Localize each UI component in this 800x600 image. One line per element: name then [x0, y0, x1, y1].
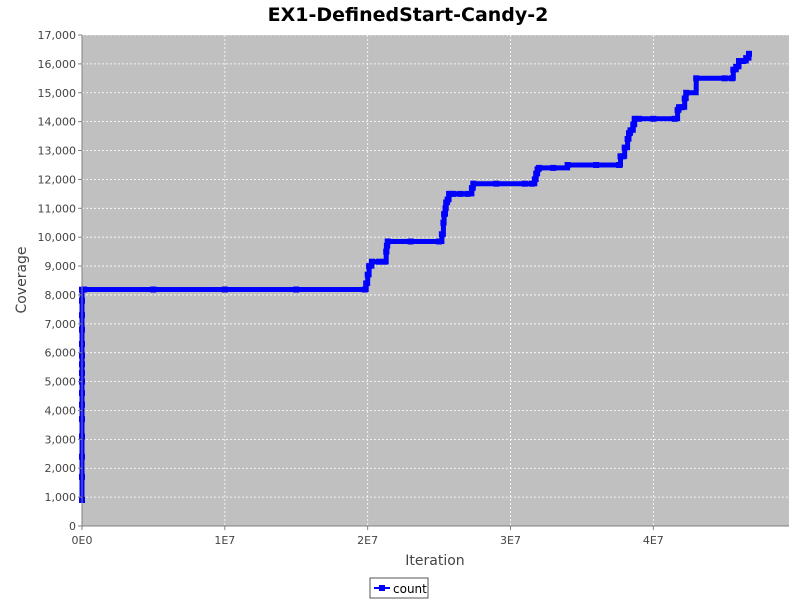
- data-point: [450, 190, 457, 197]
- data-point: [621, 144, 628, 151]
- data-point: [364, 271, 371, 278]
- legend: count: [369, 577, 429, 599]
- data-point: [593, 162, 600, 168]
- y-tick-label: 10,000: [38, 231, 77, 244]
- y-tick-label: 1,000: [45, 491, 77, 504]
- data-point: [627, 127, 634, 134]
- x-tick-label: 1E7: [214, 534, 235, 547]
- data-point: [630, 121, 637, 128]
- data-point: [81, 286, 88, 293]
- y-tick-label: 3,000: [45, 433, 77, 446]
- data-point: [528, 180, 535, 187]
- data-point: [221, 286, 228, 293]
- data-point: [746, 50, 752, 57]
- data-point: [683, 89, 690, 96]
- data-point: [736, 58, 742, 64]
- data-point: [616, 162, 622, 168]
- data-point: [636, 115, 642, 122]
- y-tick-label: 16,000: [38, 58, 77, 71]
- y-tick-label: 17,000: [38, 29, 77, 42]
- axes: 0 1,000 2,000 3,000 4,000 5,000 6,000 7,000 8,00…: [38, 29, 789, 547]
- chart-title: EX1-DefinedStart-Candy-2: [268, 4, 549, 26]
- data-point: [293, 286, 300, 293]
- data-point: [681, 95, 688, 102]
- data-point: [376, 258, 383, 265]
- data-point: [678, 104, 685, 111]
- data-point: [693, 75, 700, 82]
- data-point: [440, 219, 447, 226]
- data-point: [470, 180, 477, 187]
- data-point: [536, 164, 543, 171]
- data-point: [550, 164, 557, 171]
- data-point: [436, 238, 443, 245]
- legend-swatch-marker: [379, 585, 385, 591]
- data-point: [743, 55, 750, 62]
- data-point: [150, 286, 157, 293]
- data-point: [361, 286, 368, 293]
- y-tick-label: 2,000: [45, 462, 77, 475]
- data-point: [650, 115, 657, 122]
- data-point: [533, 170, 540, 177]
- data-point: [631, 115, 638, 122]
- data-point: [444, 196, 451, 203]
- y-tick-label: 12,000: [38, 173, 77, 186]
- data-point: [381, 258, 388, 265]
- legend-box: [369, 577, 429, 599]
- y-tick-label: 14,000: [38, 116, 77, 129]
- x-axis-label: Iteration: [405, 553, 464, 569]
- data-point: [721, 75, 728, 82]
- data-point: [442, 205, 449, 212]
- y-tick-label: 9,000: [45, 260, 77, 273]
- data-point: [464, 190, 471, 197]
- data-point: [624, 136, 631, 142]
- y-tick-label: 0: [69, 520, 76, 533]
- data-point: [368, 258, 375, 265]
- y-tick-label: 6,000: [45, 347, 77, 360]
- y-axis-label: Coverage: [14, 246, 30, 313]
- y-tick-label: 7,000: [45, 318, 77, 331]
- x-tick-label: 3E7: [500, 534, 521, 547]
- data-point: [493, 180, 500, 187]
- data-point: [733, 63, 740, 70]
- x-tick-label: 4E7: [643, 534, 664, 547]
- data-point: [564, 162, 571, 168]
- y-tick-label: 11,000: [38, 202, 77, 215]
- data-point: [521, 180, 528, 187]
- data-point: [383, 242, 390, 249]
- legend-label-count: count: [393, 582, 427, 596]
- data-point: [457, 190, 464, 197]
- y-tick-label: 5,000: [45, 376, 77, 389]
- data-point: [531, 176, 538, 183]
- data-point: [441, 211, 448, 218]
- data-point: [468, 185, 475, 192]
- y-tick-label: 8,000: [45, 289, 77, 302]
- grid-lines: [82, 34, 789, 526]
- y-tick-label: 4,000: [45, 404, 77, 417]
- data-point: [620, 153, 627, 160]
- data-point: [728, 75, 735, 82]
- x-tick-label: 2E7: [357, 534, 378, 547]
- data-point: [438, 231, 445, 238]
- x-tick-label: 0E0: [72, 534, 93, 547]
- data-point: [383, 248, 390, 255]
- data-point: [363, 280, 370, 287]
- data-point: [671, 115, 678, 122]
- data-point: [366, 263, 373, 270]
- y-tick-label: 13,000: [38, 145, 77, 158]
- data-point: [384, 238, 391, 245]
- y-tick-label: 15,000: [38, 87, 77, 100]
- data-point: [407, 238, 414, 245]
